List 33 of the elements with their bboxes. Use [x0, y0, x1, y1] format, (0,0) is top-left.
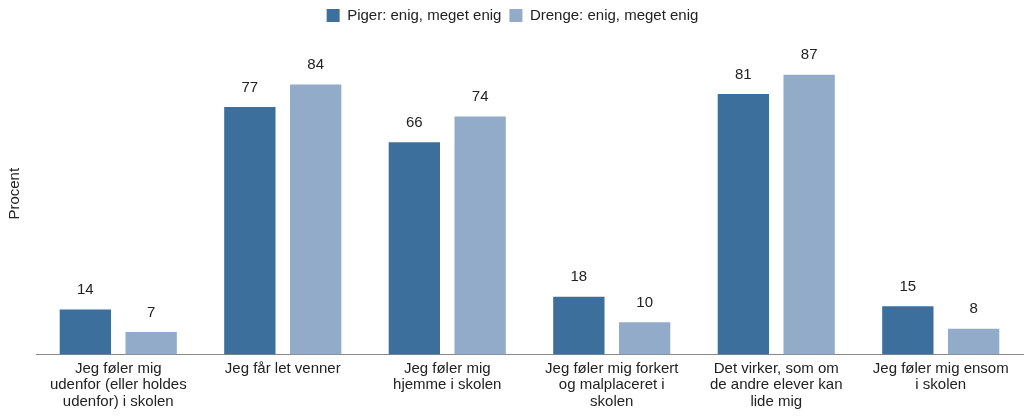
bar: [59, 309, 112, 355]
bar: [454, 116, 506, 355]
x-tick-label: Jeg får let venner: [224, 358, 341, 376]
data-label: 10: [636, 292, 653, 310]
x-tick-label: Jeg føler mig udenfor (eller holdes udenfor) i skolen: [49, 358, 187, 409]
legend-label: Drenge: enig, meget enig: [529, 5, 699, 23]
data-label: 81: [735, 64, 752, 82]
data-label: 84: [307, 55, 324, 73]
data-label: 66: [406, 112, 423, 130]
bar: [224, 106, 276, 355]
bar: [783, 74, 835, 355]
bar: [125, 332, 177, 355]
data-label: 74: [471, 87, 489, 105]
x-tick-label: Det virker, som om de andre elever kan lide mig: [709, 358, 843, 409]
bar: [947, 328, 1000, 355]
x-tick-label: Jeg føler mig ensom i skolen: [872, 358, 1009, 393]
data-label: 87: [800, 45, 818, 63]
data-label: 14: [77, 280, 94, 298]
x-tick-label: Jeg føler mig hjemme i skolen: [393, 358, 502, 393]
data-label: 77: [241, 77, 259, 95]
x-tick-label: Jeg føler mig forkert og malplaceret i skolen: [545, 358, 680, 409]
data-label: 8: [969, 299, 978, 317]
y-axis-title: Procent: [5, 167, 23, 220]
bar: [289, 84, 342, 355]
data-label: 7: [146, 302, 156, 320]
bar: [553, 296, 605, 355]
bar: [882, 306, 934, 355]
bar: [618, 322, 671, 355]
legend-label: Piger: enig, meget enig: [347, 5, 502, 23]
bar: [388, 142, 441, 355]
data-label: 15: [899, 276, 917, 294]
data-label: 18: [570, 267, 588, 285]
bar: [717, 94, 770, 355]
